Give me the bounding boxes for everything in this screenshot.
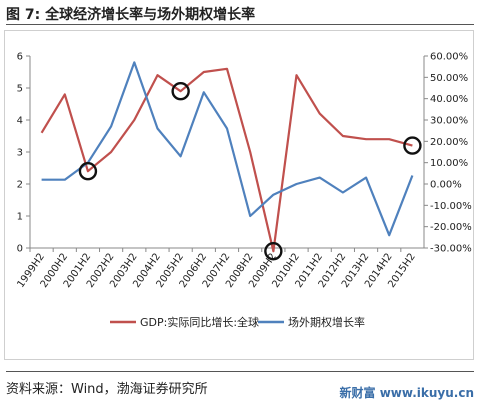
left-tick-label: 4 [17, 116, 23, 127]
highlight-circle [78, 161, 98, 181]
left-tick-label: 2 [17, 180, 23, 191]
series-line [40, 67, 413, 253]
series-line [41, 61, 414, 237]
legend-label: GDP:实际同比增长:全球 [140, 315, 259, 329]
highlight-circle [403, 136, 422, 155]
right-tick-label: -20.00% [430, 222, 472, 233]
right-tick-label: 60.00% [430, 52, 468, 63]
highlight-circle [171, 81, 190, 101]
figure-title: 图 7: 全球经济增长率与场外期权增长率 [6, 7, 256, 23]
right-tick-label: 40.00% [430, 94, 468, 105]
right-tick-label: 10.00% [430, 158, 468, 169]
left-tick-label: 3 [17, 148, 23, 159]
right-tick-label: 20.00% [430, 137, 468, 148]
title-rule [6, 24, 474, 25]
highlight-circle [264, 241, 283, 261]
right-tick-label: -10.00% [430, 201, 472, 212]
watermark: 新财富 www.ikuyu.cn [339, 386, 474, 400]
left-tick-label: 0 [17, 244, 23, 255]
source-note: 资料来源：Wind，渤海证券研究所 [6, 382, 208, 397]
right-tick-label: 0.00% [430, 180, 462, 191]
right-tick-label: -30.00% [430, 244, 472, 255]
right-tick-label: 50.00% [430, 73, 468, 84]
right-tick-label: 30.00% [430, 116, 468, 127]
left-tick-label: 6 [17, 52, 23, 63]
chart-frame [4, 30, 474, 360]
left-tick-label: 1 [17, 212, 23, 223]
legend-label: 场外期权增长率 [288, 315, 365, 329]
source-rule [6, 371, 474, 372]
left-tick-label: 5 [17, 84, 23, 95]
